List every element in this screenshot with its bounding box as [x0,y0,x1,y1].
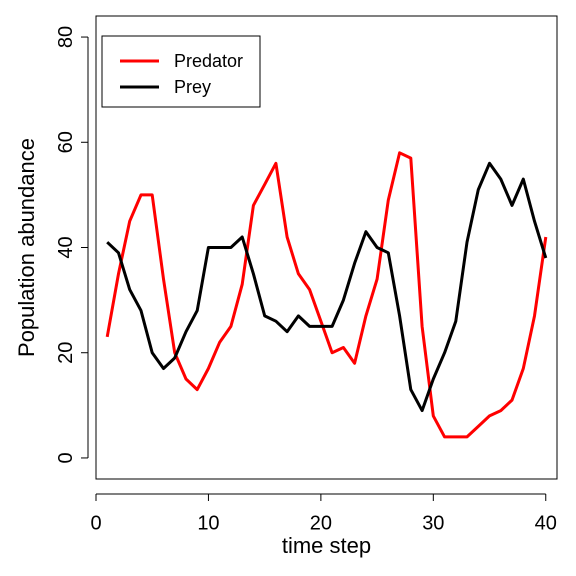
y-tick-label: 0 [55,452,77,463]
y-tick-label: 80 [55,26,77,48]
legend-label-predator: Predator [174,51,243,71]
series-line-prey [106,161,548,413]
x-tick-label: 10 [197,513,219,535]
x-axis-title: time step [282,533,371,558]
x-tick-label: 40 [535,513,557,535]
x-tick-label: 0 [90,513,101,535]
y-tick-label: 20 [55,342,77,364]
series-layer [105,151,548,439]
y-axis: 0 20 40 60 80 [55,26,89,464]
x-axis: 0 10 20 30 40 [90,493,557,535]
legend: Predator Prey [101,35,261,108]
x-tick-label: 30 [422,513,444,535]
y-tick-label: 40 [55,236,77,258]
plot-frame [95,15,558,480]
y-axis-title: Population abundance [14,138,39,357]
series-line-predator [105,151,548,439]
legend-box [101,35,261,108]
y-tick-label: 60 [55,131,77,153]
legend-label-prey: Prey [174,77,211,97]
x-tick-label: 20 [310,513,332,535]
